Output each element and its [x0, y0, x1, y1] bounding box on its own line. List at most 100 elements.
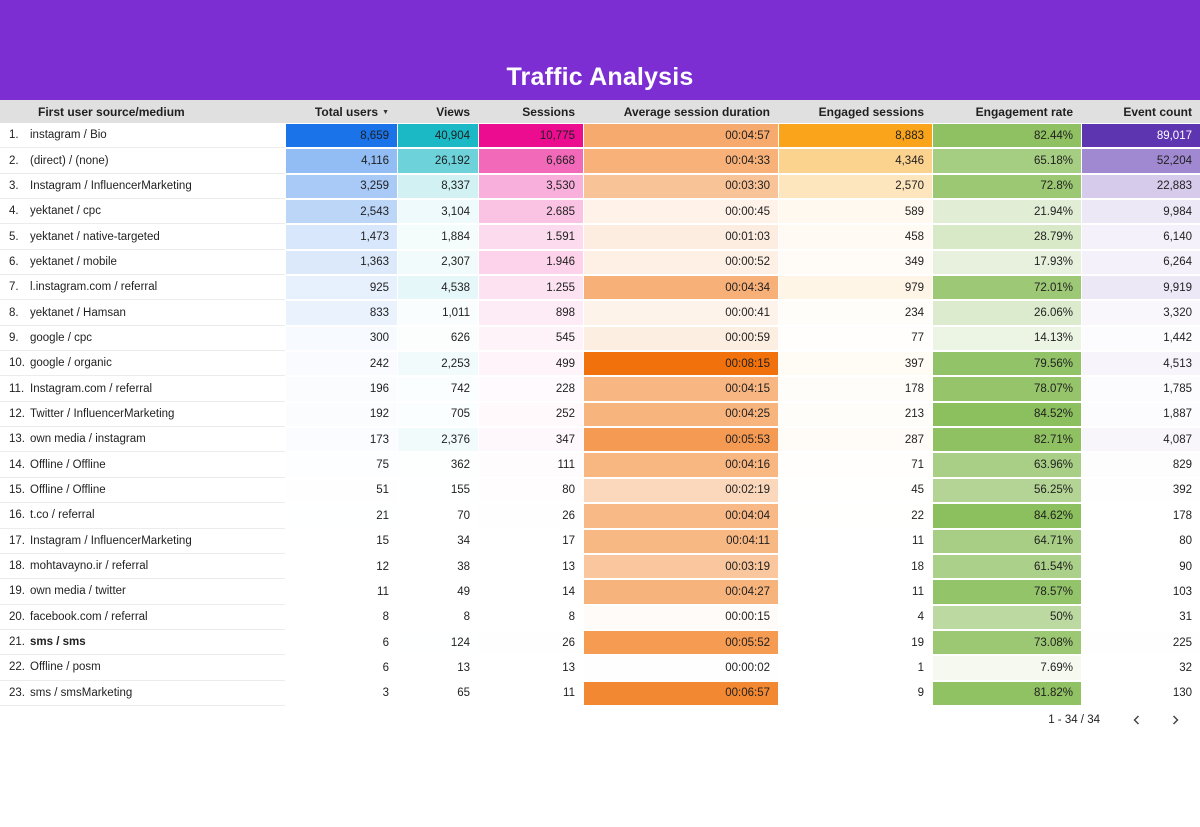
table-row[interactable]: 14. Offline / Offline 75 362 111 00:04:16 71 63…	[0, 452, 1200, 478]
source-cell: 14. Offline / Offline	[0, 452, 285, 478]
table-row[interactable]: 3. Instagram / InfluencerMarketing 3,259 8,…	[0, 173, 1200, 200]
metric-cell-rate: 7.69%	[932, 655, 1081, 681]
row-number: 22.	[9, 661, 25, 674]
metric-cell-users: 1,363	[285, 249, 397, 276]
source-cell: 17. Instagram / InfluencerMarketing	[0, 528, 285, 554]
table-row[interactable]: 20. facebook.com / referral 8 8 8 00:00:15 4 50…	[0, 604, 1200, 630]
source-medium-label: sms / sms	[30, 636, 86, 649]
metric-cell-views: 742	[397, 376, 478, 402]
source-medium-label: yektanet / Hamsan	[30, 306, 126, 319]
column-header-views[interactable]: Views	[397, 100, 478, 123]
table-row[interactable]: 1. instagram / Bio 8,659 40,904 10,775 00:04:…	[0, 123, 1200, 149]
table-row[interactable]: 15. Offline / Offline 51 155 80 00:02:19 45 56.…	[0, 477, 1200, 504]
pagination-prev-button[interactable]	[1122, 709, 1152, 731]
table-row[interactable]: 18. mohtavayno.ir / referral 12 38 13 00:03:1…	[0, 553, 1200, 580]
table-row[interactable]: 19. own media / twitter 11 49 14 00:04:27 11 78…	[0, 579, 1200, 605]
metric-cell-engaged: 287	[778, 427, 932, 453]
metric-cell-duration: 00:03:19	[583, 553, 778, 580]
table-row[interactable]: 17. Instagram / InfluencerMarketing 15 34 17…	[0, 528, 1200, 554]
column-header-users[interactable]: Total users ▼	[285, 100, 397, 123]
source-cell: 7. l.instagram.com / referral	[0, 275, 285, 301]
table-row[interactable]: 21. sms / sms 6 124 26 00:05:52 19 73.08% 225	[0, 629, 1200, 656]
metric-cell-users: 6	[285, 629, 397, 656]
metric-cell-events: 4,513	[1081, 351, 1200, 377]
table-row[interactable]: 5. yektanet / native-targeted 1,473 1,884 1.…	[0, 224, 1200, 250]
metric-cell-events: 22,883	[1081, 173, 1200, 200]
metric-cell-sessions: 1.946	[478, 249, 583, 276]
metric-cell-duration: 00:05:52	[583, 629, 778, 656]
source-medium-label: instagram / Bio	[30, 129, 107, 142]
table-row[interactable]: 10. google / organic 242 2,253 499 00:08:15 39…	[0, 351, 1200, 377]
metric-cell-rate: 21.94%	[932, 199, 1081, 225]
column-header-engaged[interactable]: Engaged sessions	[778, 100, 932, 123]
source-medium-label: Offline / Offline	[30, 483, 106, 496]
metric-cell-events: 178	[1081, 503, 1200, 529]
row-number: 19.	[9, 585, 25, 598]
column-header-duration[interactable]: Average session duration	[583, 100, 778, 123]
row-number: 20.	[9, 610, 25, 623]
table-row[interactable]: 12. Twitter / InfluencerMarketing 192 705 25…	[0, 401, 1200, 428]
metric-cell-rate: 61.54%	[932, 553, 1081, 580]
metric-cell-sessions: 26	[478, 503, 583, 529]
metric-cell-users: 6	[285, 655, 397, 681]
table-row[interactable]: 22. Offline / posm 6 13 13 00:00:02 1 7.69% 32	[0, 655, 1200, 681]
row-number: 15.	[9, 483, 25, 496]
table-row[interactable]: 4. yektanet / cpc 2,543 3,104 2.685 00:00:45 5…	[0, 199, 1200, 225]
metric-cell-views: 124	[397, 629, 478, 656]
source-cell: 13. own media / instagram	[0, 427, 285, 453]
metric-cell-events: 6,264	[1081, 249, 1200, 276]
metric-cell-views: 4,538	[397, 275, 478, 301]
metric-cell-rate: 84.52%	[932, 401, 1081, 428]
metric-cell-engaged: 8,883	[778, 123, 932, 149]
metric-cell-sessions: 26	[478, 629, 583, 656]
metric-cell-duration: 00:08:15	[583, 351, 778, 377]
source-cell: 18. mohtavayno.ir / referral	[0, 553, 285, 580]
metric-cell-users: 21	[285, 503, 397, 529]
table-row[interactable]: 8. yektanet / Hamsan 833 1,011 898 00:00:41 23…	[0, 300, 1200, 326]
metric-cell-sessions: 6,668	[478, 148, 583, 174]
metric-cell-users: 15	[285, 528, 397, 554]
metric-cell-engaged: 2,570	[778, 173, 932, 200]
table-body: 1. instagram / Bio 8,659 40,904 10,775 00:04:…	[0, 123, 1200, 706]
column-header-sessions[interactable]: Sessions	[478, 100, 583, 123]
metric-cell-users: 173	[285, 427, 397, 453]
metric-cell-users: 3	[285, 680, 397, 706]
pagination-next-button[interactable]	[1160, 709, 1190, 731]
column-header-source[interactable]: First user source/medium	[0, 100, 285, 123]
source-cell: 3. Instagram / InfluencerMarketing	[0, 173, 285, 200]
sort-desc-icon: ▼	[382, 109, 389, 116]
table-row[interactable]: 7. l.instagram.com / referral 925 4,538 1.25…	[0, 275, 1200, 301]
source-cell: 6. yektanet / mobile	[0, 249, 285, 276]
table-row[interactable]: 23. sms / smsMarketing 3 65 11 00:06:57 9 81.82…	[0, 680, 1200, 706]
column-header-events[interactable]: Event count	[1081, 100, 1200, 123]
table-row[interactable]: 16. t.co / referral 21 70 26 00:04:04 22 84.62%…	[0, 503, 1200, 529]
metric-cell-views: 40,904	[397, 123, 478, 149]
chevron-right-icon	[1173, 715, 1179, 725]
metric-cell-sessions: 111	[478, 452, 583, 478]
table-row[interactable]: 6. yektanet / mobile 1,363 2,307 1.946 00:00:…	[0, 249, 1200, 276]
metric-cell-events: 392	[1081, 477, 1200, 504]
metric-cell-engaged: 11	[778, 579, 932, 605]
metric-cell-sessions: 3,530	[478, 173, 583, 200]
column-header-rate[interactable]: Engagement rate	[932, 100, 1081, 123]
table-row[interactable]: 11. Instagram.com / referral 196 742 228 00:0…	[0, 376, 1200, 402]
metric-cell-engaged: 213	[778, 401, 932, 428]
source-cell: 21. sms / sms	[0, 629, 285, 656]
row-number: 16.	[9, 509, 25, 522]
metric-cell-events: 89,017	[1081, 123, 1200, 149]
metric-cell-sessions: 499	[478, 351, 583, 377]
row-number: 4.	[9, 205, 19, 218]
source-medium-label: Offline / Offline	[30, 458, 106, 471]
metric-cell-rate: 79.56%	[932, 351, 1081, 377]
table-row[interactable]: 2. (direct) / (none) 4,116 26,192 6,668 00:04…	[0, 148, 1200, 174]
table-row[interactable]: 9. google / cpc 300 626 545 00:00:59 77 14.13% 1…	[0, 325, 1200, 352]
metric-cell-events: 829	[1081, 452, 1200, 478]
metric-cell-duration: 00:00:02	[583, 655, 778, 681]
metric-cell-rate: 14.13%	[932, 325, 1081, 352]
row-number: 5.	[9, 230, 19, 243]
row-number: 9.	[9, 331, 19, 344]
source-cell: 19. own media / twitter	[0, 579, 285, 605]
source-medium-label: google / cpc	[30, 331, 93, 344]
metric-cell-rate: 26.06%	[932, 300, 1081, 326]
table-row[interactable]: 13. own media / instagram 173 2,376 347 00:05…	[0, 427, 1200, 453]
